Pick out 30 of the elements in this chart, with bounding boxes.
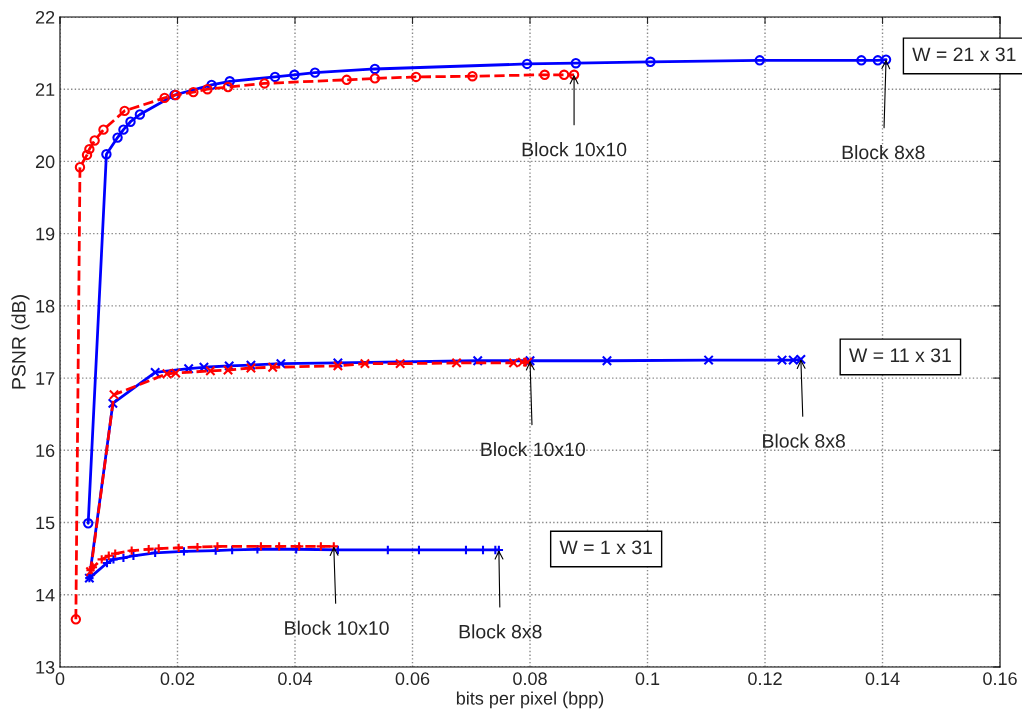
y-tick-label: 21 (35, 83, 55, 96)
annotation: Block 10x10 (481, 441, 585, 457)
y-tick-label: 16 (36, 444, 55, 458)
x-tick-label: 0.1 (635, 672, 660, 686)
x-tick-label: 0.14 (865, 672, 900, 686)
annotation: W = 21 x 31 (912, 47, 1016, 62)
x-tick-label: 0 (55, 672, 65, 686)
y-axis-title: PSNR (dB) (11, 295, 30, 389)
x-axis-title: bits per pixel (bpp) (456, 691, 604, 709)
x-tick-label: 0.04 (278, 672, 313, 686)
annotation: Block 8x8 (842, 144, 925, 160)
y-tick-label: 15 (36, 516, 55, 530)
annotation: Block 10x10 (285, 620, 389, 635)
y-tick-label: 17 (36, 372, 55, 385)
annotation: Block 8x8 (763, 433, 845, 448)
y-tick-label: 20 (35, 155, 55, 169)
y-tick-label: 22 (35, 10, 55, 24)
x-tick-label: 0.08 (513, 672, 547, 686)
annotation: W = 11 x 31 (849, 348, 951, 363)
annotation: Block 8x8 (459, 624, 542, 639)
annotation: W = 1 x 31 (559, 540, 652, 555)
annotation: Block 10x10 (522, 142, 627, 157)
x-tick-label: 0.12 (748, 672, 782, 686)
y-tick-label: 14 (36, 588, 55, 602)
y-tick-label: 18 (36, 299, 55, 313)
x-tick-label: 0.02 (160, 672, 195, 686)
x-tick-label: 0.06 (395, 672, 430, 686)
y-tick-label: 19 (36, 227, 55, 241)
y-tick-label: 13 (36, 660, 55, 674)
x-tick-label: 0.16 (983, 672, 1017, 686)
